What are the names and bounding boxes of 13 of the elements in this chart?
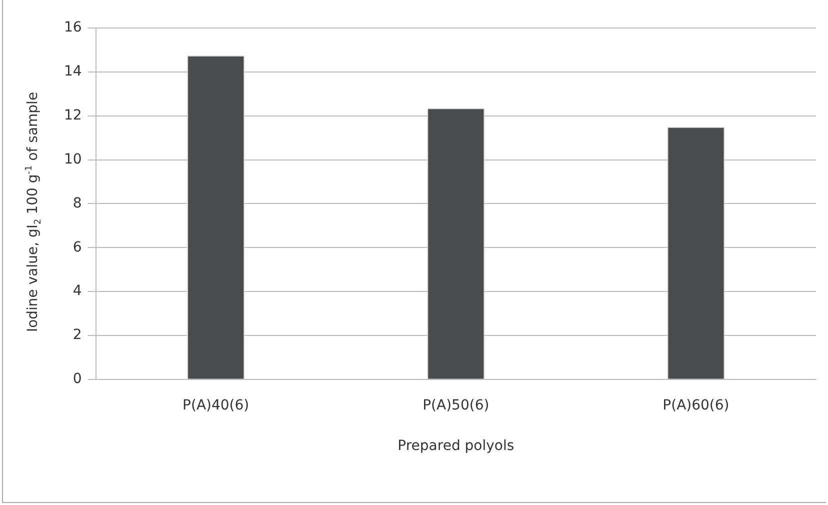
y-tick-label: 16 [64,20,82,36]
y-tick-label: 14 [64,64,82,80]
x-tick-label: P(A)40(6) [182,397,250,414]
y-tick-label: 6 [72,239,82,256]
x-tick-label: P(A)60(6) [662,397,730,414]
y-tick-label: 8 [72,195,82,212]
y-tick-label: 12 [64,107,82,124]
x-tick-label: P(A)50(6) [422,397,490,414]
y-tick-label: 0 [72,371,82,388]
y-tick-label: 2 [72,327,82,344]
y-tick-label: 10 [64,151,82,168]
x-axis-title: Prepared polyols [398,438,514,454]
y-tick-label: 4 [72,283,82,300]
